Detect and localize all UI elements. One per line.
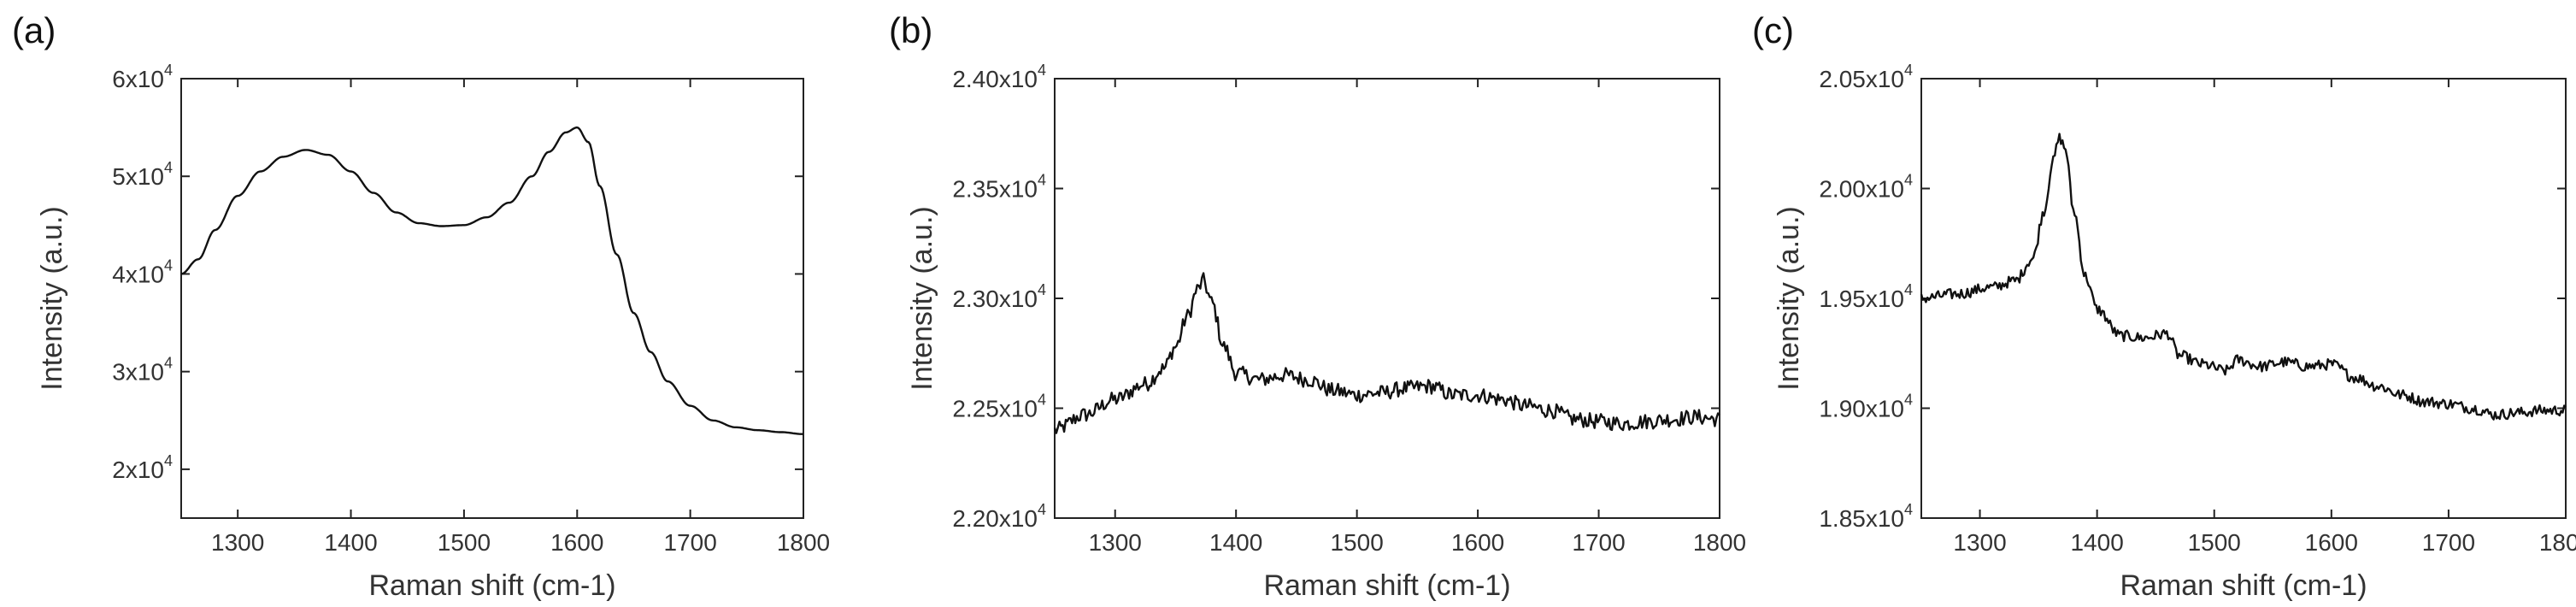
y-tick-label: 5x104 xyxy=(112,159,173,190)
y-tick-exponent: 4 xyxy=(1038,172,1046,189)
plot-frame xyxy=(1920,78,2567,519)
y-tick-mantissa: 6x10 xyxy=(112,66,164,92)
y-tick-mantissa: 2.40x10 xyxy=(952,66,1038,92)
y-tick-exponent: 4 xyxy=(164,452,173,469)
series-line-0 xyxy=(1920,133,2567,421)
series-line-0 xyxy=(180,126,804,435)
x-tick-label: 1600 xyxy=(2305,529,2358,556)
x-tick-label: 1800 xyxy=(2539,529,2576,556)
y-tick-label: 2.40x104 xyxy=(952,62,1046,92)
y-tick-mantissa: 2.30x10 xyxy=(952,286,1038,312)
y-tick-label: 1.90x104 xyxy=(1819,392,1913,422)
x-tick-label: 1600 xyxy=(1451,529,1504,556)
y-tick-exponent: 4 xyxy=(164,256,173,274)
y-tick-mantissa: 2.35x10 xyxy=(952,176,1038,203)
y-tick-mantissa: 1.95x10 xyxy=(1819,286,1904,312)
chart-panel-c: (c)1300140015001600170018001.85x1041.90x… xyxy=(1744,0,2576,607)
y-tick-mantissa: 2.05x10 xyxy=(1819,66,1904,92)
y-tick-exponent: 4 xyxy=(1904,501,1913,518)
y-tick-mantissa: 2.25x10 xyxy=(952,396,1038,422)
y-tick-exponent: 4 xyxy=(1038,281,1046,298)
y-tick-exponent: 4 xyxy=(164,62,173,79)
y-tick-mantissa: 5x10 xyxy=(112,163,164,190)
y-tick-mantissa: 1.90x10 xyxy=(1819,396,1904,422)
chart-panel-b: (b) 1300 1400 1500 1600 1700 1800 2.20x104 2.25x… xyxy=(855,0,1746,607)
x-tick-label: 1500 xyxy=(438,529,491,556)
y-axis-label: Intensity (a.u.) xyxy=(1773,206,1805,390)
y-tick-exponent: 4 xyxy=(1038,62,1046,79)
x-tick-label: 1300 xyxy=(211,529,264,556)
y-tick-label: 2.30x104 xyxy=(952,281,1046,312)
panel-label: (a) xyxy=(12,10,56,50)
panel-label: (b) xyxy=(889,10,932,50)
y-tick-label: 2x104 xyxy=(112,452,173,483)
y-tick-exponent: 4 xyxy=(164,159,173,176)
y-tick-exponent: 4 xyxy=(1038,392,1046,409)
chart-panel-a: (a) 1300 1400 1500 1600 1700 1800 2x104 3x104 4x1… xyxy=(0,0,855,607)
y-tick-label: 1.95x104 xyxy=(1819,281,1913,312)
y-tick-exponent: 4 xyxy=(164,355,173,372)
chart-b-svg: (b)1300 1400 1500 1600 1700 18002.20x1042.25x… xyxy=(889,10,1746,602)
x-axis-label: Raman shift (cm-1) xyxy=(368,569,615,602)
x-tick-label: 1700 xyxy=(663,529,716,556)
x-tick-label: 1400 xyxy=(2070,529,2123,556)
x-axis-label: Raman shift (cm-1) xyxy=(2120,569,2367,602)
x-tick-label: 1500 xyxy=(2188,529,2241,556)
x-tick-label: 1300 xyxy=(1953,529,2006,556)
y-tick-exponent: 4 xyxy=(1038,501,1046,518)
y-axis-label: Intensity (a.u.) xyxy=(36,206,68,390)
x-tick-label: 1400 xyxy=(1209,529,1262,556)
series-line-0 xyxy=(1053,272,1720,434)
panel-label: (c) xyxy=(1752,10,1794,50)
y-tick-label: 4x104 xyxy=(112,256,173,287)
plot-frame xyxy=(1054,78,1720,519)
y-tick-label: 1.85x104 xyxy=(1819,501,1913,532)
y-tick-label: 2.05x104 xyxy=(1819,62,1913,92)
x-tick-label: 1300 xyxy=(1089,529,1142,556)
x-tick-label: 1700 xyxy=(2422,529,2475,556)
y-tick-exponent: 4 xyxy=(1904,172,1913,189)
y-tick-label: 3x104 xyxy=(112,355,173,386)
x-tick-label: 1700 xyxy=(1572,529,1625,556)
y-tick-mantissa: 2.20x10 xyxy=(952,505,1038,532)
y-tick-label: 2.00x104 xyxy=(1819,172,1913,203)
x-tick-label: 1500 xyxy=(1330,529,1383,556)
y-tick-label: 2.35x104 xyxy=(952,172,1046,203)
x-tick-label: 1800 xyxy=(777,529,830,556)
chart-a-svg: (a)1300 1400 1500 1600 1700 18002x1043x1044x1… xyxy=(12,10,830,602)
y-axis-label: Intensity (a.u.) xyxy=(906,206,938,390)
y-tick-exponent: 4 xyxy=(1904,392,1913,409)
x-axis-label: Raman shift (cm-1) xyxy=(1263,569,1510,602)
y-tick-label: 2.20x104 xyxy=(952,501,1046,532)
x-tick-label: 1400 xyxy=(324,529,377,556)
y-tick-exponent: 4 xyxy=(1904,281,1913,298)
y-tick-exponent: 4 xyxy=(1904,62,1913,79)
y-tick-mantissa: 4x10 xyxy=(112,261,164,287)
plot-frame xyxy=(180,78,804,519)
x-tick-label: 1800 xyxy=(1693,529,1746,556)
x-tick-label: 1600 xyxy=(550,529,603,556)
y-tick-label: 2.25x104 xyxy=(952,392,1046,422)
y-tick-mantissa: 2x10 xyxy=(112,457,164,483)
y-tick-mantissa: 1.85x10 xyxy=(1819,505,1904,532)
chart-c-svg: (c)1300140015001600170018001.85x1041.90x… xyxy=(1752,10,2576,602)
y-tick-label: 6x104 xyxy=(112,62,173,92)
y-tick-mantissa: 2.00x10 xyxy=(1819,176,1904,203)
y-tick-mantissa: 3x10 xyxy=(112,359,164,386)
